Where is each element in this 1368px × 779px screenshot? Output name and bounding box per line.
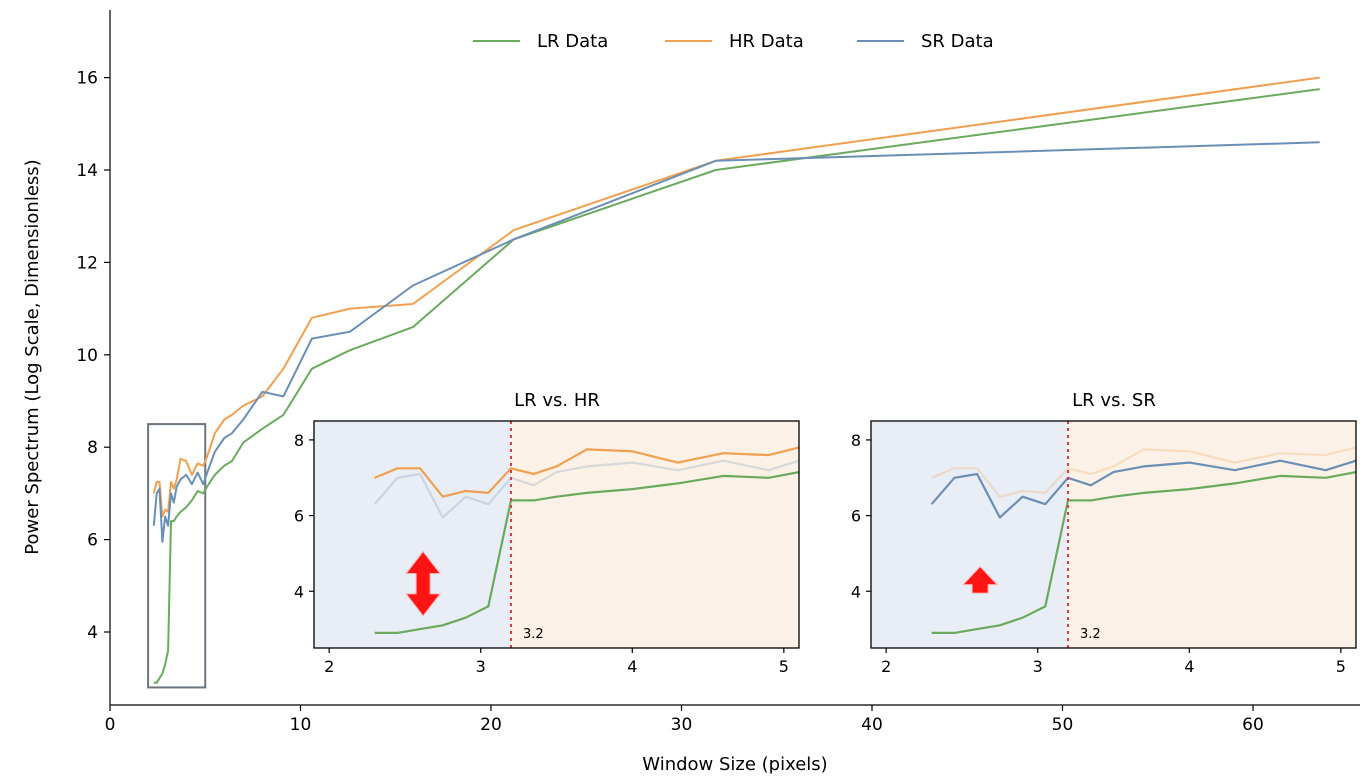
inset-y-tick-label: 8	[294, 431, 304, 450]
inset-y-tick-label: 4	[294, 582, 304, 601]
inset-series-lr	[374, 470, 799, 635]
legend: LR Data HR Data SR Data	[473, 31, 994, 52]
series-line-hr	[152, 76, 1320, 518]
inset-lr-vs-hr: LR vs. HR 3.2 2 3 4 5 4 6 8	[294, 390, 800, 676]
x-axis-label: Window Size (pixels)	[642, 754, 827, 775]
main-ticks: 0 10 20 30 40 50 60 4 6 8 10 12 14 16	[76, 69, 1263, 735]
inset-series-hr	[931, 446, 1356, 498]
main-axes	[109, 10, 1360, 706]
up-arrow-icon	[961, 565, 999, 594]
inset-lr-vs-sr: LR vs. SR 3.2 2 3 4 5 4 6 8	[851, 390, 1357, 676]
inset-y-tick-label: 6	[851, 507, 861, 526]
region-above-threshold	[1068, 421, 1356, 648]
threshold-label: 3.2	[1080, 627, 1101, 642]
inset-x-tick-label: 3	[476, 657, 486, 676]
y-tick-label: 12	[76, 253, 98, 273]
inset-x-tick-label: 4	[627, 657, 637, 676]
inset-x-tick-label: 5	[779, 657, 789, 676]
x-tick-label: 50	[1052, 715, 1074, 735]
inset-title-lr-vs-sr: LR vs. SR	[1072, 390, 1156, 411]
legend-label-sr: SR Data	[921, 31, 994, 52]
series-line-sr	[152, 141, 1320, 543]
y-tick-label: 16	[76, 69, 98, 89]
y-tick-label: 14	[76, 161, 98, 181]
inset-x-tick-label: 3	[1033, 657, 1043, 676]
inset-series-lr	[931, 470, 1356, 635]
y-tick-label: 6	[87, 531, 98, 551]
x-tick-label: 10	[290, 715, 312, 735]
inset-y-tick-label: 6	[294, 507, 304, 526]
y-tick-label: 10	[76, 346, 98, 366]
x-tick-label: 0	[105, 715, 116, 735]
main-series-lines	[152, 76, 1320, 684]
zoom-box	[147, 423, 207, 689]
threshold-label: 3.2	[523, 627, 544, 642]
inset-y-tick-label: 4	[851, 582, 861, 601]
region-below-threshold	[871, 421, 1069, 648]
inset-series-sr	[930, 459, 1356, 519]
inset-series-hr	[374, 446, 799, 498]
x-tick-label: 60	[1242, 715, 1264, 735]
inset-x-tick-label: 5	[1336, 657, 1346, 676]
y-tick-label: 8	[87, 438, 98, 458]
x-tick-label: 30	[671, 715, 693, 735]
zoom-box-layer	[147, 423, 207, 689]
inset-x-tick-label: 2	[881, 657, 891, 676]
x-tick-label: 20	[480, 715, 502, 735]
inset-frame	[870, 420, 1357, 649]
legend-label-lr: LR Data	[537, 31, 608, 52]
inset-x-tick-label: 4	[1184, 657, 1194, 676]
legend-label-hr: HR Data	[729, 31, 804, 52]
inset-title-lr-vs-hr: LR vs. HR	[514, 390, 600, 411]
inset-y-tick-label: 8	[851, 431, 861, 450]
y-tick-label: 4	[87, 623, 98, 643]
inset-frame	[313, 420, 800, 649]
region-below-threshold	[314, 421, 512, 648]
series-line-lr	[153, 88, 1320, 684]
y-axis-label: Power Spectrum (Log Scale, Dimensionless…	[22, 159, 43, 554]
inset-x-tick-label: 2	[324, 657, 334, 676]
inset-series-sr	[373, 459, 799, 519]
region-above-threshold	[511, 421, 799, 648]
x-tick-label: 40	[861, 715, 883, 735]
double-arrow-icon	[405, 550, 442, 617]
